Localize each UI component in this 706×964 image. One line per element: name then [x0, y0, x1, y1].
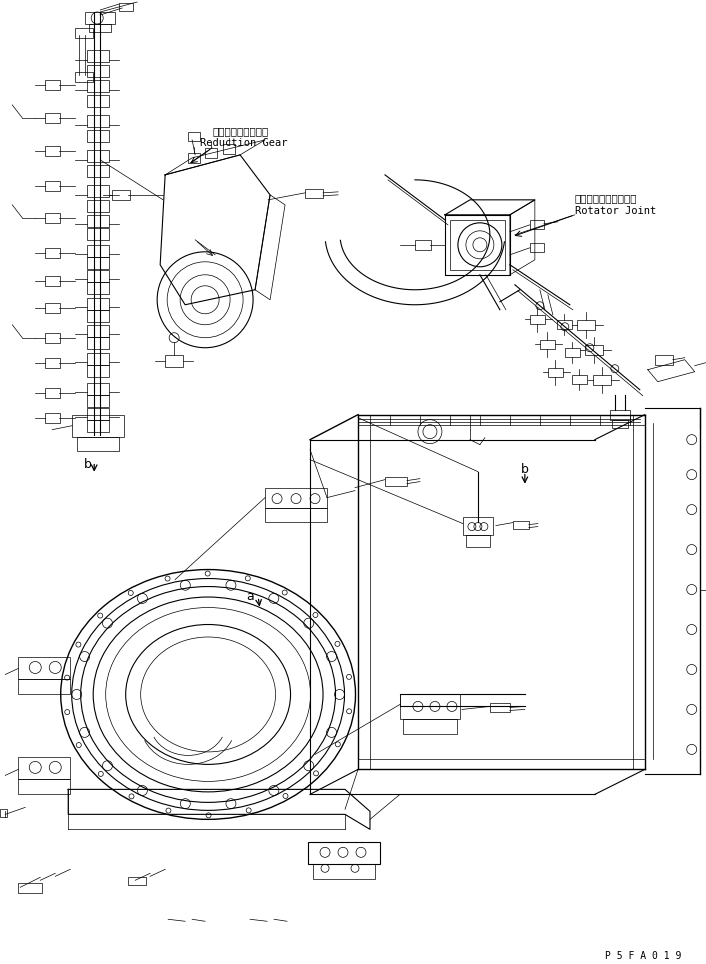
Bar — [18, 680, 70, 694]
Bar — [88, 115, 109, 127]
Bar — [89, 24, 111, 32]
Bar — [654, 355, 673, 364]
Bar — [18, 883, 42, 894]
Bar — [88, 298, 109, 309]
Bar — [463, 517, 493, 535]
Bar — [77, 437, 119, 450]
Bar — [88, 336, 109, 349]
Bar — [205, 147, 217, 158]
Bar — [88, 394, 109, 407]
Bar — [593, 375, 611, 385]
Bar — [45, 276, 60, 285]
Bar — [88, 364, 109, 377]
Bar — [88, 228, 109, 240]
Bar — [88, 215, 109, 227]
Bar — [128, 877, 146, 885]
Bar — [45, 413, 60, 422]
Bar — [265, 508, 327, 522]
Bar — [265, 488, 327, 508]
Bar — [18, 758, 70, 779]
Bar — [88, 165, 109, 176]
Bar — [88, 80, 109, 92]
Bar — [490, 704, 510, 712]
Bar — [450, 220, 505, 270]
Bar — [557, 320, 572, 329]
Text: ローテータジョイント: ローテータジョイント — [575, 193, 638, 202]
Text: a: a — [246, 590, 254, 602]
Bar — [530, 243, 544, 252]
Bar — [18, 779, 70, 794]
Bar — [45, 248, 60, 257]
Bar — [0, 810, 7, 817]
Bar — [88, 383, 109, 394]
Bar — [112, 190, 130, 200]
Bar — [88, 408, 109, 419]
Bar — [88, 149, 109, 162]
Bar — [415, 240, 431, 250]
Bar — [88, 270, 109, 281]
Text: Reduction Gear: Reduction Gear — [200, 138, 287, 147]
Text: P 5 F A 0 1 9: P 5 F A 0 1 9 — [605, 951, 681, 961]
Bar — [466, 535, 490, 547]
Bar — [119, 3, 133, 11]
Bar — [45, 388, 60, 398]
Text: b: b — [84, 458, 92, 470]
Bar — [88, 94, 109, 107]
Bar — [88, 130, 109, 142]
Bar — [540, 339, 555, 349]
Text: Rotator Joint: Rotator Joint — [575, 206, 656, 216]
Bar — [88, 281, 109, 294]
Bar — [188, 153, 200, 163]
Bar — [513, 521, 529, 528]
Text: リダクションギヤー: リダクションギヤー — [212, 126, 268, 136]
Bar — [76, 28, 93, 38]
Bar — [188, 132, 200, 141]
Bar — [530, 315, 545, 324]
Bar — [530, 220, 544, 228]
Bar — [72, 415, 124, 437]
Bar — [85, 12, 115, 24]
Bar — [88, 185, 109, 197]
Bar — [88, 65, 109, 77]
Bar — [45, 80, 60, 90]
Bar — [45, 113, 60, 122]
Bar — [572, 375, 587, 384]
Bar — [18, 657, 70, 680]
Bar — [385, 476, 407, 486]
Bar — [223, 144, 235, 154]
Bar — [403, 719, 457, 735]
Bar — [585, 345, 603, 355]
Bar — [610, 410, 630, 419]
Bar — [308, 843, 380, 865]
Bar — [313, 865, 375, 879]
Bar — [400, 694, 460, 719]
Bar — [45, 181, 60, 191]
Bar — [45, 358, 60, 367]
Bar — [88, 50, 109, 62]
Bar — [548, 367, 563, 377]
Bar — [165, 355, 183, 366]
Bar — [88, 325, 109, 336]
Bar — [612, 419, 628, 428]
Bar — [577, 320, 595, 330]
Bar — [45, 303, 60, 312]
Bar — [76, 72, 93, 82]
Bar — [565, 348, 580, 357]
Bar — [88, 309, 109, 322]
Bar — [88, 245, 109, 256]
Bar — [305, 189, 323, 198]
Bar — [45, 213, 60, 223]
Bar — [88, 419, 109, 432]
Bar — [88, 200, 109, 212]
Bar — [45, 146, 60, 156]
Text: b: b — [521, 463, 529, 475]
Bar — [88, 353, 109, 364]
Bar — [88, 256, 109, 269]
Bar — [45, 333, 60, 343]
